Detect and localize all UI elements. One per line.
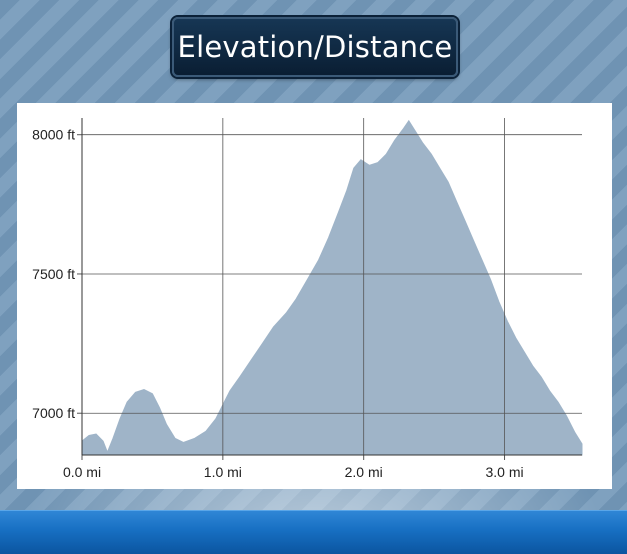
elevation-area: [81, 119, 583, 456]
x-tick-label: 0.0 mi: [63, 464, 101, 480]
y-tick-label: 8000 ft: [32, 127, 75, 143]
x-tick-label: 2.0 mi: [345, 464, 383, 480]
y-tick-label: 7000 ft: [32, 405, 75, 421]
title-banner: Elevation/Distance: [172, 17, 458, 77]
page-title: Elevation/Distance: [177, 30, 453, 64]
chart-panel: 7000 ft 7500 ft 8000 ft 0.0 mi 1.0 mi 2.0 mi 3…: [17, 103, 612, 489]
y-tick-label: 7500 ft: [32, 266, 75, 282]
x-tick-label: 3.0 mi: [485, 464, 523, 480]
elevation-chart: 7000 ft 7500 ft 8000 ft 0.0 mi 1.0 mi 2.0 mi 3…: [32, 118, 583, 480]
x-tick-label: 1.0 mi: [204, 464, 242, 480]
bottom-bar: [0, 510, 627, 554]
